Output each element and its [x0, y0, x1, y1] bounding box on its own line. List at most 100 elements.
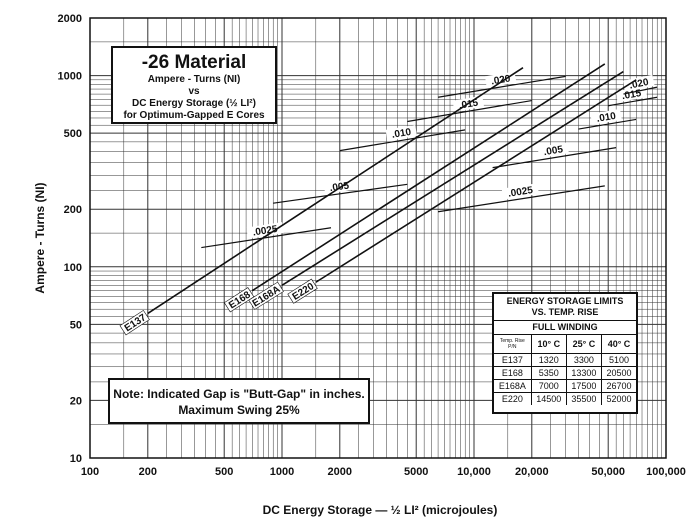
- limits-corner-cell: Temp. Rise P/N: [494, 335, 532, 354]
- limits-title-line-1: ENERGY STORAGE LIMITS: [506, 296, 624, 306]
- gap-label-bg: [385, 124, 417, 141]
- curve-label-group: E137: [119, 309, 150, 336]
- gap-line: [407, 99, 532, 123]
- y-tick-label: 100: [64, 262, 82, 274]
- y-tick-label: 200: [64, 204, 82, 216]
- curve-e137: [147, 66, 524, 315]
- y-tick-label: 500: [64, 128, 82, 140]
- limits-title-line-2: VS. TEMP. RISE: [531, 307, 599, 317]
- y-tick-labels: 10 20 50 100 200 500 1000 2000: [58, 13, 82, 465]
- x-tick-label: 5000: [404, 466, 428, 478]
- x-tick-labels: 100 200 500 1000 2000 5000 10,000 20,000 50,000 1…: [81, 466, 686, 478]
- limits-value-cell: 5100: [601, 353, 636, 367]
- limits-value-cell: 17500: [565, 379, 603, 393]
- x-tick-label: 500: [215, 466, 233, 478]
- limits-value-cell: 35500: [565, 392, 603, 405]
- chart-subtitle-line-4: for Optimum-Gapped E Cores: [123, 110, 265, 121]
- gap-label: .020: [490, 73, 511, 87]
- curve-label-bg: [223, 287, 255, 313]
- gap-label-bg: [246, 222, 284, 239]
- gap-label-group: .0025: [501, 183, 539, 200]
- x-tick-label: 200: [139, 466, 157, 478]
- limits-row: E137 1320 3300 5100: [494, 353, 636, 367]
- gap-label-bg: [590, 108, 622, 125]
- gap-label: .010: [391, 127, 412, 141]
- x-tick-label: 100,000: [646, 466, 686, 478]
- chart-subtitle-line-3: DC Energy Storage (½ LI²): [132, 98, 256, 109]
- energy-limits-table: ENERGY STORAGE LIMITS VS. TEMP. RISE FUL…: [492, 292, 638, 414]
- limits-header-row: Temp. Rise P/N 10° C 25° C 40° C: [494, 335, 636, 354]
- gap-note-box: Note: Indicated Gap is "Butt-Gap" in inc…: [108, 378, 370, 424]
- gap-label-group: .010: [590, 108, 622, 125]
- curve-label-bg: [287, 278, 318, 304]
- limits-value-cell: 14500: [530, 392, 567, 405]
- limits-value-cell: 3300: [565, 353, 603, 367]
- gap-label-group: .0025: [246, 222, 284, 239]
- curve-e168a: [281, 70, 624, 286]
- gap-label-bg: [622, 74, 655, 92]
- curve-label-bg: [248, 281, 284, 310]
- gap-label: .0025: [252, 224, 279, 239]
- chart-title: -26 Material: [141, 52, 247, 73]
- curve-e168: [251, 63, 606, 292]
- curve-label-group: E220: [287, 278, 318, 304]
- y-tick-label: 20: [70, 395, 82, 407]
- corner-pn-label: P/N: [508, 344, 517, 350]
- chart-subtitle-line-2: vs: [188, 86, 200, 97]
- limits-pn-cell: E137: [494, 353, 532, 367]
- limits-value-cell: 20500: [601, 366, 636, 380]
- limits-value-cell: 13300: [565, 366, 603, 380]
- x-tick-label: 100: [81, 466, 99, 478]
- gap-label-group: .005: [537, 142, 569, 159]
- curve-e220: [315, 79, 637, 283]
- y-tick-label: 50: [70, 319, 82, 331]
- gap-line: [623, 86, 658, 95]
- chart-subtitle-line-1: Ampere - Turns (NI): [147, 74, 241, 85]
- note-line-1: Note: Indicated Gap is "Butt-Gap" in inc…: [113, 387, 365, 401]
- x-tick-label: 2000: [328, 466, 352, 478]
- gap-line: [437, 185, 605, 213]
- y-tick-label: 10: [70, 453, 82, 465]
- limits-value-cell: 52000: [601, 392, 636, 405]
- y-tick-label: 1000: [58, 71, 82, 83]
- gap-label-group: .010: [385, 124, 417, 141]
- x-tick-label: 10,000: [457, 466, 491, 478]
- limits-value-cell: 1320: [530, 353, 567, 367]
- limits-header-10c: 10° C: [530, 335, 567, 354]
- chart-title-box: -26 Material Ampere - Turns (NI) vs DC E…: [111, 46, 277, 124]
- x-axis-title: DC Energy Storage — ½ LI² (microjoules): [263, 503, 498, 517]
- limits-row: E168 5350 13300 20500: [494, 366, 636, 380]
- limits-pn-cell: E220: [494, 392, 532, 405]
- gap-line: [339, 129, 466, 152]
- gap-line: [437, 75, 566, 98]
- gap-label-bg: [484, 71, 517, 88]
- note-line-2: Maximum Swing 25%: [178, 403, 300, 417]
- gap-line: [578, 118, 637, 130]
- limits-title: ENERGY STORAGE LIMITS VS. TEMP. RISE: [494, 294, 636, 321]
- limits-value-cell: 5350: [530, 366, 567, 380]
- curve-label-bg: [119, 309, 150, 336]
- x-tick-label: 1000: [270, 466, 294, 478]
- limits-value-cell: 26700: [601, 379, 636, 393]
- gap-line: [492, 147, 617, 169]
- corner-temp-label: Temp. Rise: [499, 338, 525, 344]
- gap-line: [273, 183, 408, 204]
- plot-frame: [89, 17, 667, 459]
- gap-label-group: .020: [484, 71, 517, 88]
- gap-label-bg: [501, 183, 539, 200]
- x-tick-label: 50,000: [591, 466, 625, 478]
- gap-line: [201, 227, 332, 249]
- limits-header-25c: 25° C: [565, 335, 603, 354]
- gap-label: .005: [543, 144, 564, 158]
- gap-label-bg: [537, 142, 569, 159]
- gap-label: .010: [596, 111, 617, 125]
- limits-value-cell: 7000: [530, 379, 567, 393]
- limits-subtitle: FULL WINDING: [494, 321, 636, 335]
- limits-row: E220 14500 35500 52000: [494, 392, 636, 405]
- limits-header-40c: 40° C: [601, 335, 636, 354]
- x-tick-label: 20,000: [515, 466, 549, 478]
- limits-pn-cell: E168: [494, 366, 532, 380]
- limits-row: E168A 7000 17500 26700: [494, 379, 636, 393]
- gap-line: [608, 96, 658, 107]
